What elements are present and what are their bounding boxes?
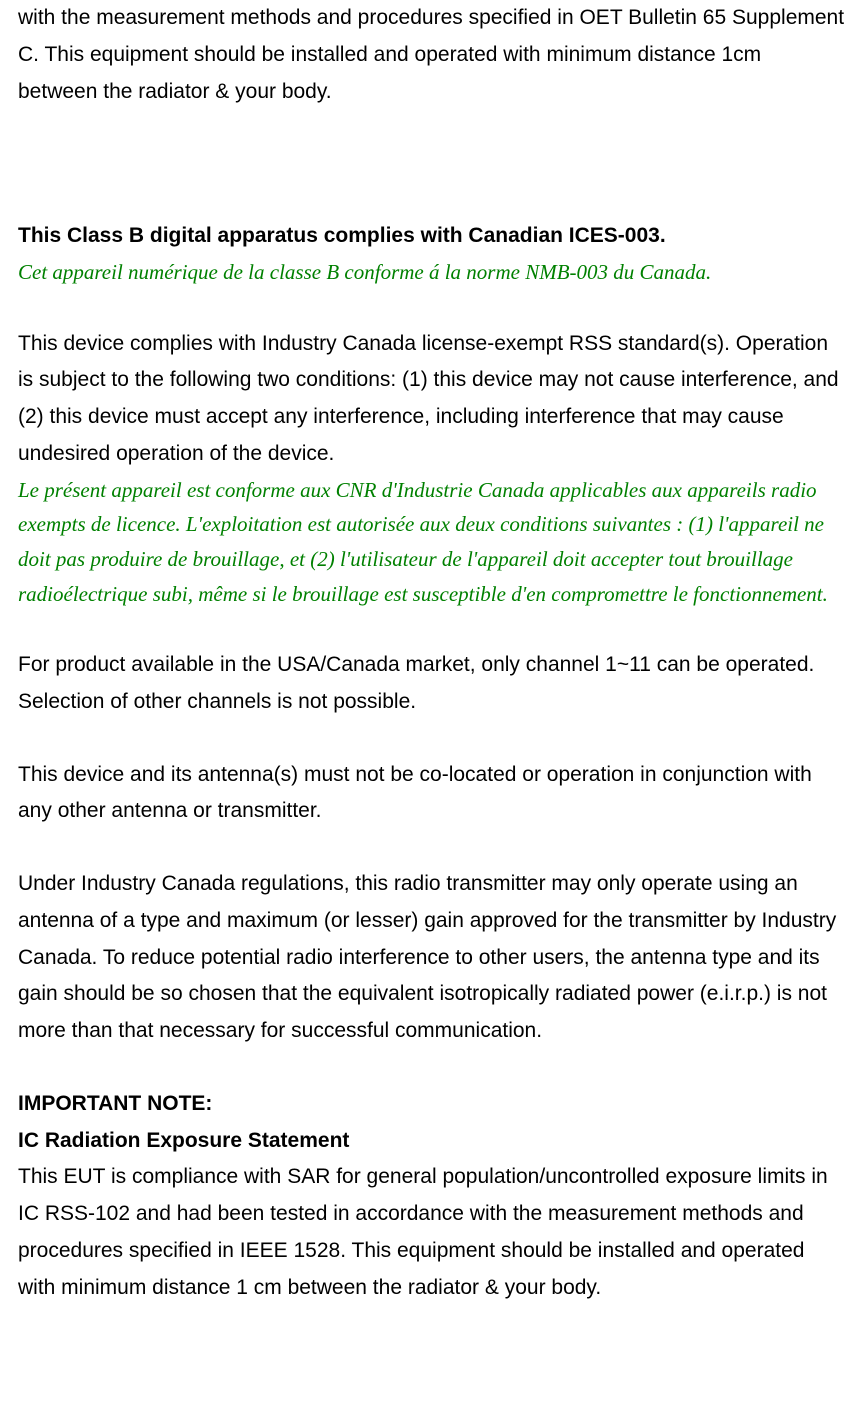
paragraph-rss-standard: This device complies with Industry Canad… — [18, 326, 845, 473]
heading-class-b: This Class B digital apparatus complies … — [18, 218, 845, 255]
spacer — [18, 611, 845, 647]
paragraph-industry-canada: Under Industry Canada regulations, this … — [18, 866, 845, 1050]
spacer — [18, 290, 845, 326]
french-rss-standard: Le présent appareil est conforme aux CNR… — [18, 473, 845, 612]
paragraph-oet-bulletin: with the measurement methods and procedu… — [18, 0, 845, 110]
paragraph-channels: For product available in the USA/Canada … — [18, 647, 845, 721]
spacer — [18, 110, 845, 218]
heading-important-note: IMPORTANT NOTE: — [18, 1086, 845, 1123]
heading-ic-radiation: IC Radiation Exposure Statement — [18, 1123, 845, 1160]
paragraph-antenna-colocate: This device and its antenna(s) must not … — [18, 757, 845, 831]
french-class-b: Cet appareil numérique de la classe B co… — [18, 255, 845, 290]
spacer — [18, 1050, 845, 1086]
paragraph-sar-compliance: This EUT is compliance with SAR for gene… — [18, 1159, 845, 1306]
spacer — [18, 830, 845, 866]
spacer — [18, 721, 845, 757]
